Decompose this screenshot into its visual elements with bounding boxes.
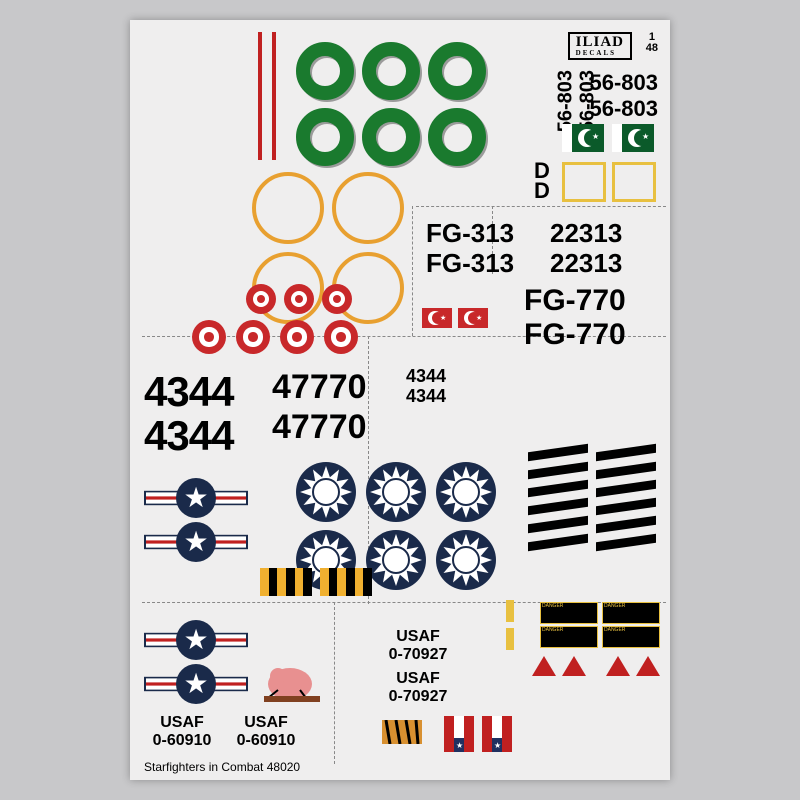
warning-triangle: [532, 656, 556, 676]
nose-4344-small: 4344: [406, 366, 446, 387]
red-stripe: [272, 32, 276, 160]
orange-ring: [332, 172, 404, 244]
tiger-tail: [382, 720, 422, 744]
svg-text:★: ★: [183, 526, 208, 557]
tiger-stripes: [260, 568, 312, 596]
tail-47770: 47770: [272, 408, 367, 447]
turkey-flag: ★: [422, 308, 452, 328]
usaf-serial-2: USAF0-70927: [378, 670, 458, 706]
turkey-flag: ★: [458, 308, 488, 328]
warning-triangle: [606, 656, 630, 676]
green-roundel: [362, 108, 420, 166]
placard: DANGER: [540, 626, 598, 648]
pakistan-flag: ★: [612, 124, 654, 152]
nose-art: [260, 654, 324, 708]
usaf-serial: USAF0-60910: [146, 714, 218, 750]
turkey-roundel-dot: [204, 332, 214, 342]
yellow-bar: [506, 628, 514, 650]
placard: DANGER: [540, 602, 598, 624]
green-roundel: [428, 42, 486, 100]
serial-pak: 56-803: [589, 70, 658, 96]
warning-triangle: [562, 656, 586, 676]
chevrons: [596, 448, 656, 556]
turkey-roundel-dot: [248, 332, 258, 342]
nose-4344: 4344: [144, 412, 233, 460]
green-roundel: [362, 42, 420, 100]
brand-box: ILIADDECALS: [568, 32, 632, 60]
green-roundel: [296, 42, 354, 100]
nose-4344: 4344: [144, 368, 233, 416]
placard: DANGER: [602, 602, 660, 624]
svg-text:★: ★: [183, 668, 208, 699]
turkey-roundel-dot: [336, 332, 346, 342]
orange-ring: [252, 172, 324, 244]
service-flag: ★: [482, 716, 512, 752]
usaf-serial: USAF0-60910: [230, 714, 302, 750]
svg-text:★: ★: [183, 624, 208, 655]
tail-22313: 22313: [550, 218, 622, 249]
scale: 148: [646, 32, 658, 54]
yellow-square: [562, 162, 606, 202]
code-fg313: FG-313: [426, 218, 514, 249]
code-fg770: FG-770: [524, 318, 626, 352]
letter-d: D: [534, 178, 550, 204]
red-stripe: [258, 32, 262, 160]
chevrons: [528, 448, 588, 556]
service-flag: ★: [444, 716, 474, 752]
code-fg770: FG-770: [524, 284, 626, 318]
tiger-stripes: [320, 568, 372, 596]
tail-47770: 47770: [272, 368, 367, 407]
svg-text:★: ★: [183, 482, 208, 513]
tail-22313: 22313: [550, 248, 622, 279]
green-roundel: [296, 108, 354, 166]
footer-text: Starfighters in Combat 48020: [144, 760, 300, 774]
serial-pak-vert: 56-803: [554, 70, 577, 132]
green-roundel: [428, 108, 486, 166]
nose-4344-small: 4344: [406, 386, 446, 407]
turkey-roundel-dot: [292, 332, 302, 342]
pakistan-flag: ★: [562, 124, 604, 152]
code-fg313: FG-313: [426, 248, 514, 279]
serial-pak: 56-803: [589, 96, 658, 122]
usaf-serial-2: USAF0-70927: [378, 628, 458, 664]
warning-triangle: [636, 656, 660, 676]
placard: DANGER: [602, 626, 660, 648]
yellow-bar: [506, 600, 514, 622]
yellow-square: [612, 162, 656, 202]
